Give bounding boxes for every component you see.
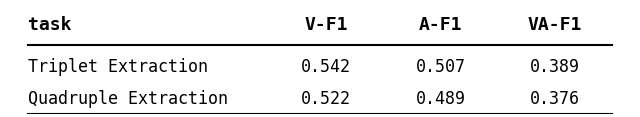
Text: A-F1: A-F1 bbox=[419, 16, 462, 34]
Text: V-F1: V-F1 bbox=[305, 16, 348, 34]
Text: task: task bbox=[28, 16, 72, 34]
Text: 0.542: 0.542 bbox=[301, 58, 351, 76]
Text: 0.376: 0.376 bbox=[530, 90, 580, 108]
Text: 0.507: 0.507 bbox=[415, 58, 465, 76]
Text: 0.389: 0.389 bbox=[530, 58, 580, 76]
Text: 0.522: 0.522 bbox=[301, 90, 351, 108]
Text: VA-F1: VA-F1 bbox=[527, 16, 582, 34]
Text: Quadruple Extraction: Quadruple Extraction bbox=[28, 90, 228, 108]
Text: 0.489: 0.489 bbox=[415, 90, 465, 108]
Text: Triplet Extraction: Triplet Extraction bbox=[28, 58, 208, 76]
